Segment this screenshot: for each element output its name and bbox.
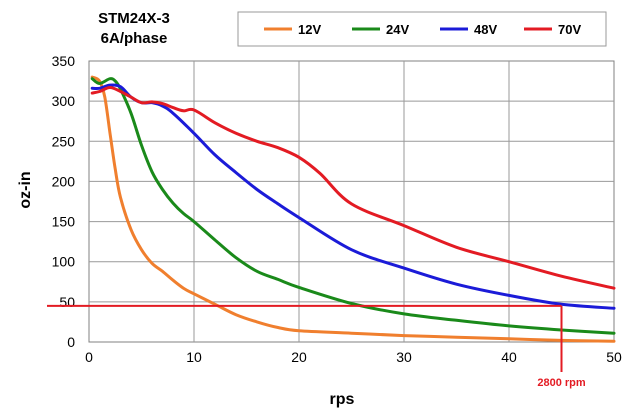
series-line-70V: [90, 86, 616, 290]
y-tick-label-250: 250: [52, 133, 76, 149]
legend-label-70V: 70V: [558, 22, 581, 37]
y-tick-label-200: 200: [52, 173, 76, 189]
x-tick-label-50: 50: [606, 349, 622, 365]
y-tick-label-300: 300: [52, 93, 76, 109]
legend: 12V 24V 48V 70V: [264, 22, 581, 37]
x-axis-ticks: 0 10 20 30 40 50: [85, 349, 622, 365]
y-tick-label-350: 350: [52, 53, 76, 69]
x-tick-label-20: 20: [291, 349, 307, 365]
y-tick-label-100: 100: [52, 254, 76, 270]
y-tick-label-0: 0: [67, 334, 75, 350]
annotation-label: 2800 rpm: [537, 377, 586, 389]
series-lines: [90, 75, 616, 343]
chart-subtitle: 6A/phase: [101, 30, 168, 47]
series-line-48V: [90, 83, 616, 310]
y-axis-ticks: 0 50 100 150 200 250 300 350: [52, 53, 76, 350]
y-tick-label-150: 150: [52, 214, 76, 230]
speed-annotation: 2800 rpm: [47, 304, 586, 389]
x-tick-label-40: 40: [501, 349, 517, 365]
y-axis-title: oz-in: [17, 171, 34, 208]
x-tick-label-0: 0: [85, 349, 93, 365]
x-tick-label-10: 10: [186, 349, 202, 365]
grid-lines: [89, 61, 614, 342]
legend-label-12V: 12V: [298, 22, 321, 37]
legend-label-48V: 48V: [474, 22, 497, 37]
chart-title: STM24X-3: [98, 10, 170, 27]
x-tick-label-30: 30: [396, 349, 412, 365]
legend-label-24V: 24V: [386, 22, 409, 37]
y-tick-label-50: 50: [59, 294, 75, 310]
x-axis-title: rps: [330, 391, 355, 408]
series-line-12V: [90, 75, 616, 343]
